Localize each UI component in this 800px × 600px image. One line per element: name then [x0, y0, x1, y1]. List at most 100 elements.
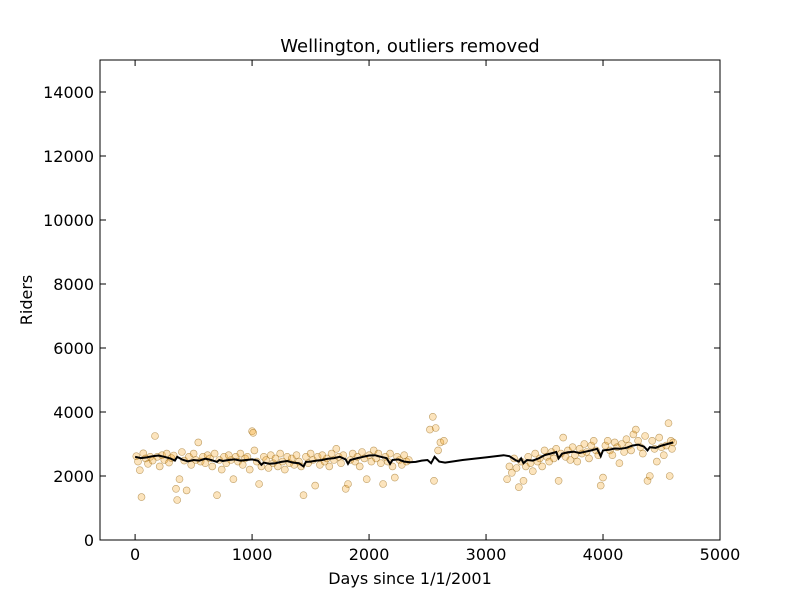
data-point — [344, 480, 352, 488]
data-point — [601, 441, 610, 450]
data-point — [173, 496, 181, 504]
data-point — [664, 419, 673, 428]
data-point — [245, 465, 254, 474]
data-point — [589, 436, 598, 445]
y-axis: 0 2000 4000 6000 8000 10000 12000 14000 — [43, 83, 720, 550]
data-point — [271, 454, 280, 463]
data-point — [134, 457, 142, 466]
data-point — [210, 449, 219, 458]
x-tick-label: 4000 — [583, 545, 624, 564]
data-point — [573, 457, 582, 466]
data-point — [641, 432, 649, 440]
data-point — [596, 481, 605, 490]
data-point — [376, 459, 385, 468]
data-point — [580, 440, 589, 448]
data-point — [519, 476, 528, 485]
data-point — [236, 449, 245, 458]
data-point — [390, 473, 399, 482]
trend-line — [134, 441, 674, 468]
data-point — [213, 491, 221, 500]
data-point — [615, 459, 624, 468]
data-point — [136, 466, 144, 475]
chart-title: Wellington, outliers removed — [280, 36, 539, 57]
plot-area — [132, 412, 678, 504]
data-point — [249, 428, 257, 437]
x-tick-label: 1000 — [232, 545, 273, 564]
data-point — [505, 462, 514, 471]
data-point — [652, 457, 661, 466]
data-point — [503, 475, 511, 484]
data-point — [194, 438, 203, 447]
data-point — [292, 451, 301, 460]
data-point — [325, 462, 334, 471]
data-point — [617, 440, 626, 448]
data-point — [599, 473, 607, 482]
y-axis-label: Riders — [17, 275, 36, 325]
data-point — [137, 493, 146, 501]
data-point — [426, 425, 434, 434]
x-tick-label: 3000 — [466, 545, 507, 564]
data-point — [178, 448, 186, 456]
data-point — [622, 435, 631, 444]
y-tick-label: 14000 — [43, 83, 94, 102]
data-point — [631, 425, 640, 434]
data-point — [306, 449, 315, 458]
data-point — [355, 462, 364, 471]
y-tick-label: 4000 — [53, 403, 94, 422]
y-tick-label: 8000 — [53, 275, 94, 294]
y-tick-label: 12000 — [43, 147, 94, 166]
data-point — [431, 424, 440, 432]
data-point — [362, 475, 371, 484]
data-point — [587, 441, 596, 450]
plot-frame — [99, 59, 721, 541]
data-point — [229, 475, 238, 484]
data-point — [434, 446, 442, 455]
data-point — [603, 436, 612, 445]
data-point — [311, 481, 320, 490]
data-point — [629, 430, 638, 439]
data-point — [155, 462, 164, 471]
y-tick-label: 6000 — [53, 339, 94, 358]
data-point — [337, 459, 345, 468]
data-point — [512, 464, 521, 472]
data-point — [643, 476, 652, 485]
data-point — [554, 476, 563, 485]
data-point — [379, 480, 387, 488]
data-point — [550, 454, 558, 463]
data-point — [668, 444, 676, 453]
data-point — [151, 432, 159, 440]
x-axis: 0 1000 2000 3000 4000 5000 — [130, 60, 740, 564]
data-point — [182, 486, 191, 495]
y-tick-label: 0 — [84, 531, 94, 550]
data-point — [189, 449, 198, 458]
data-point — [299, 491, 308, 500]
data-point — [610, 438, 619, 447]
data-point — [250, 446, 259, 455]
data-point — [332, 444, 341, 453]
y-tick-label: 10000 — [43, 211, 94, 230]
data-point — [276, 449, 285, 458]
data-point — [257, 462, 266, 471]
data-point — [665, 472, 674, 480]
data-point — [358, 448, 366, 456]
data-point — [440, 436, 448, 445]
data-point — [238, 460, 247, 469]
data-point — [528, 467, 537, 476]
data-point — [217, 465, 226, 474]
data-point — [648, 436, 657, 445]
data-point — [386, 449, 394, 458]
data-point — [430, 476, 438, 485]
data-point — [341, 484, 350, 493]
data-point — [172, 484, 180, 493]
data-point — [655, 433, 664, 442]
x-tick-label: 0 — [130, 545, 140, 564]
data-point — [645, 472, 654, 480]
data-point — [585, 454, 593, 463]
x-tick-label: 5000 — [700, 545, 741, 564]
x-tick-label: 2000 — [349, 545, 390, 564]
data-point — [255, 480, 263, 488]
data-point — [566, 456, 575, 464]
data-point — [531, 449, 540, 458]
data-point — [428, 412, 437, 421]
